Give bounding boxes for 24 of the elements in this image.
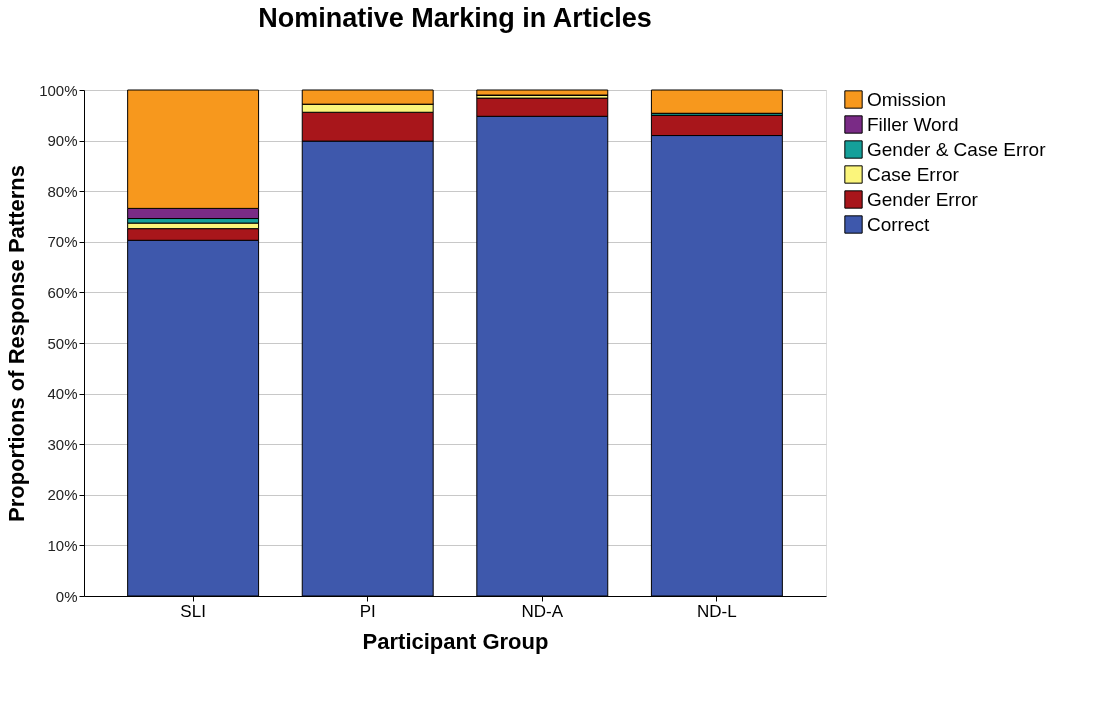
y-tick-label: 30% <box>47 435 78 453</box>
x-tick-label: ND-L <box>697 601 737 621</box>
y-tick-label: 70% <box>47 233 78 251</box>
x-tick-label: ND-A <box>521 601 564 621</box>
y-tick-label: 100% <box>39 81 78 99</box>
legend-label: Gender Error <box>867 188 979 210</box>
y-tick-label: 50% <box>47 334 78 352</box>
y-tick-label: 90% <box>47 132 78 150</box>
legend-label: Omission <box>867 88 947 110</box>
y-tick-label: 20% <box>47 486 78 504</box>
x-axis-title: Participant Group <box>362 628 549 654</box>
y-tick-label: 40% <box>47 385 78 403</box>
legend-label: Filler Word <box>867 113 959 135</box>
x-tick-label: PI <box>359 601 376 621</box>
y-tick-label: 80% <box>47 182 78 200</box>
legend-label: Correct <box>867 213 931 235</box>
chart-title: Nominative Marking in Articles <box>258 3 652 33</box>
y-tick-label: 60% <box>47 283 78 301</box>
x-tick-label: SLI <box>180 601 206 621</box>
y-tick-label: 0% <box>55 587 78 605</box>
y-axis-title: Proportions of Response Patterns <box>4 165 30 522</box>
legend-label: Case Error <box>867 163 960 185</box>
legend-label: Gender & Case Error <box>867 138 1047 160</box>
y-tick-label: 10% <box>47 536 78 554</box>
